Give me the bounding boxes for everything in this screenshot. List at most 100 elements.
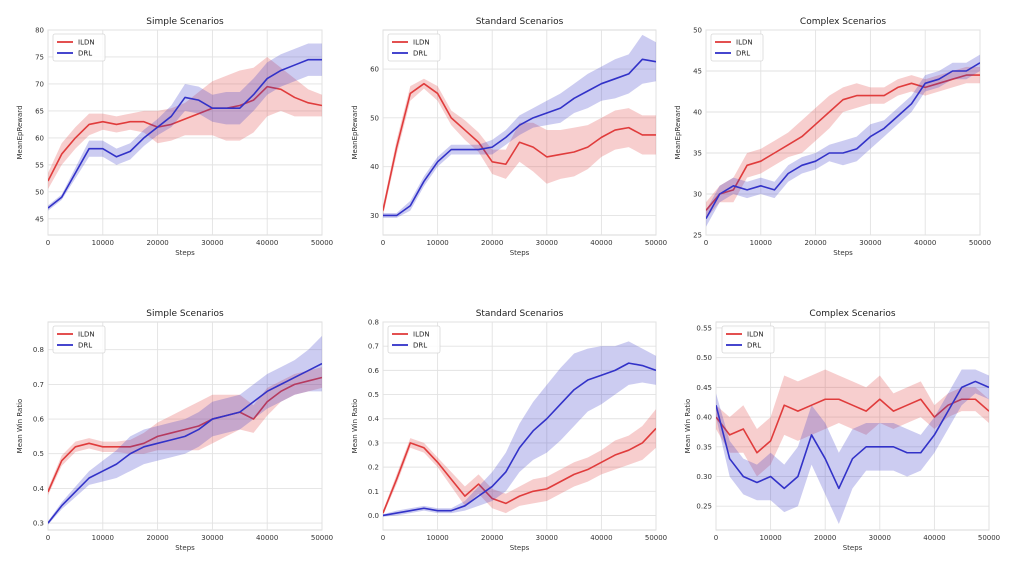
y-tick-label: 0.50	[696, 354, 712, 362]
series-layer	[383, 341, 656, 517]
y-tick-label: 70	[35, 80, 44, 88]
y-axis-label: MeanEpReward	[674, 105, 682, 159]
x-tick-label: 0	[381, 239, 385, 247]
y-tick-label: 25	[693, 232, 702, 240]
x-tick-label: 30000	[536, 239, 558, 247]
x-tick-label: 0	[46, 534, 50, 542]
legend-label: ILDN	[736, 39, 753, 47]
legend-label: ILDN	[413, 39, 430, 47]
series-line-ildn	[716, 398, 989, 454]
y-axis-label: Mean Win Ratio	[16, 399, 24, 454]
x-tick-label: 10000	[426, 534, 448, 542]
y-tick-label: 50	[35, 188, 44, 196]
x-axis-label: Steps	[175, 249, 195, 257]
chart-panel-4: 0 10000 20000 30000 40000 50000 0.3 0.4 0.5 0.6 0.…	[16, 309, 333, 552]
y-tick-label: 0.6	[33, 416, 45, 424]
y-tick-label: 55	[35, 161, 44, 169]
confidence-band-ildn	[706, 66, 980, 219]
y-axis-label: Mean Win Ratio	[684, 399, 692, 454]
legend-label: DRL	[78, 50, 92, 58]
y-tick-label: 0.3	[33, 520, 44, 528]
x-tick-label: 30000	[869, 534, 891, 542]
series-line-drl	[706, 62, 980, 219]
series-layer	[716, 369, 989, 525]
x-tick-label: 10000	[750, 239, 772, 247]
x-tick-label: 40000	[923, 534, 945, 542]
y-axis-label: MeanEpReward	[16, 105, 24, 159]
x-axis-label: Steps	[843, 544, 863, 552]
x-axis-label: Steps	[510, 544, 530, 552]
y-tick-label: 0.7	[33, 381, 44, 389]
y-tick-label: 75	[35, 53, 44, 61]
y-tick-label: 80	[35, 27, 44, 35]
x-tick-label: 50000	[311, 239, 333, 247]
chart-title: Standard Scenarios	[476, 17, 564, 27]
x-tick-label: 50000	[978, 534, 1000, 542]
confidence-band-drl	[383, 34, 656, 218]
x-tick-label: 20000	[804, 239, 826, 247]
y-tick-label: 0.6	[368, 367, 380, 375]
series-line-drl	[48, 362, 322, 524]
confidence-band-drl	[383, 341, 656, 517]
plot-area	[47, 29, 323, 236]
x-tick-label: 0	[46, 239, 50, 247]
y-tick-label: 0.35	[696, 443, 712, 451]
x-tick-label: 40000	[256, 239, 278, 247]
x-tick-label: 40000	[590, 239, 612, 247]
x-tick-label: 10000	[426, 239, 448, 247]
series-layer	[383, 34, 656, 218]
y-tick-label: 0.7	[368, 343, 379, 351]
y-tick-label: 0.0	[368, 512, 379, 520]
confidence-band-drl	[716, 369, 989, 525]
x-tick-label: 20000	[481, 534, 503, 542]
y-axis-label: MeanEpReward	[351, 105, 359, 159]
y-tick-label: 0.8	[368, 319, 379, 327]
confidence-band-ildn	[48, 367, 322, 496]
series-line-ildn	[383, 82, 656, 211]
confidence-band-drl	[48, 335, 322, 525]
series-line-ildn	[706, 74, 980, 211]
series-line-drl	[383, 362, 656, 517]
x-tick-label: 50000	[645, 534, 667, 542]
legend-box	[387, 325, 441, 354]
chart-title: Simple Scenarios	[146, 17, 224, 27]
legend-label: DRL	[78, 342, 92, 350]
y-tick-label: 30	[370, 212, 379, 220]
legend-label: ILDN	[413, 331, 430, 339]
legend-label: DRL	[747, 342, 761, 350]
x-tick-label: 40000	[914, 239, 936, 247]
y-tick-label: 0.8	[33, 346, 44, 354]
legend-label: ILDN	[78, 39, 95, 47]
legend-box	[721, 325, 775, 354]
chart-panel-6: 0 10000 20000 30000 40000 50000 0.25 0.30 0.35 0.…	[684, 309, 1000, 552]
chart-title: Complex Scenarios	[809, 309, 895, 319]
y-tick-label: 40	[693, 109, 702, 117]
x-tick-label: 30000	[536, 534, 558, 542]
x-tick-label: 50000	[969, 239, 991, 247]
series-line-ildn	[48, 85, 322, 182]
y-tick-label: 0.25	[696, 503, 712, 511]
x-tick-label: 30000	[201, 534, 223, 542]
legend-label: ILDN	[78, 331, 95, 339]
plot-area	[705, 29, 981, 236]
x-tick-label: 0	[704, 239, 708, 247]
x-tick-label: 10000	[92, 239, 114, 247]
y-tick-label: 0.5	[368, 391, 379, 399]
chart-panel-1: 0 10000 20000 30000 40000 50000 45 50 55 60 65 70 75…	[16, 17, 333, 257]
x-tick-label: 20000	[146, 534, 168, 542]
y-axis-label: Mean Win Ratio	[351, 399, 359, 454]
plot-area	[47, 321, 323, 531]
legend-box	[52, 325, 106, 354]
x-tick-label: 30000	[201, 239, 223, 247]
y-tick-label: 45	[35, 215, 44, 223]
chart-panel-3: 0 10000 20000 30000 40000 50000 25 30 35 40 45 50 Co…	[674, 17, 991, 257]
y-tick-label: 65	[35, 107, 44, 115]
series-line-ildn	[383, 427, 656, 514]
legend-label: DRL	[413, 342, 427, 350]
x-axis-label: Steps	[833, 249, 853, 257]
legend-label: DRL	[736, 50, 750, 58]
x-tick-label: 0	[714, 534, 718, 542]
legend-label: ILDN	[747, 331, 764, 339]
y-tick-label: 0.3	[368, 439, 379, 447]
